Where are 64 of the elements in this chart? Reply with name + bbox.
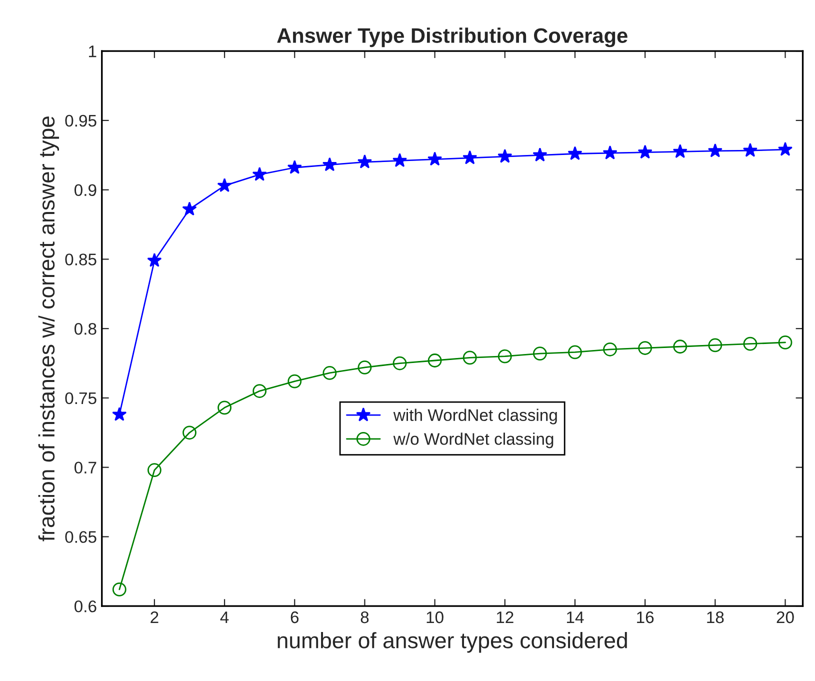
point	[532, 148, 548, 162]
point	[358, 360, 372, 374]
x-tick-label: 8	[360, 611, 369, 624]
y-tick-label: 0.8	[74, 322, 96, 335]
point	[778, 336, 792, 350]
y-tick-label: 0.9	[74, 184, 96, 196]
point	[603, 342, 617, 356]
y-tick-label: 0.6	[74, 600, 96, 612]
point	[357, 154, 372, 168]
point	[602, 145, 618, 160]
legend-label: with WordNet classing	[393, 408, 557, 424]
point	[673, 340, 688, 354]
point	[217, 178, 232, 192]
point	[568, 345, 582, 360]
x-tick-label: 16	[637, 611, 654, 624]
point	[392, 356, 407, 370]
point	[147, 252, 162, 267]
point	[252, 384, 267, 398]
y-tick-label: 0.95	[65, 114, 96, 127]
x-tick-label: 4	[220, 612, 229, 624]
point	[252, 166, 267, 181]
point	[182, 202, 197, 216]
x-axis-title: number of answer types considered	[278, 632, 627, 653]
point	[462, 150, 478, 164]
y-tick-label: 0.75	[65, 392, 96, 404]
point	[392, 153, 408, 168]
point	[708, 143, 722, 158]
x-tick-label: 18	[707, 611, 724, 624]
point	[568, 146, 582, 160]
point	[638, 144, 652, 159]
point	[288, 374, 302, 388]
point	[322, 157, 337, 172]
point	[638, 341, 652, 355]
point	[322, 366, 337, 380]
point	[428, 354, 442, 368]
point	[708, 338, 722, 352]
point	[498, 349, 512, 364]
point	[287, 160, 302, 174]
point	[742, 142, 758, 157]
point	[498, 148, 512, 163]
point	[462, 350, 477, 365]
chart-title: Answer Type Distribution Coverage	[277, 28, 628, 48]
point	[112, 582, 126, 596]
point	[743, 336, 758, 351]
point	[112, 406, 127, 421]
x-tick-label: 20	[776, 611, 794, 624]
y-tick-label: 0.85	[65, 254, 96, 266]
x-tick-label: 10	[426, 611, 444, 624]
point	[778, 142, 793, 156]
y-axis-title: fraction of instances w/ correct answer type	[38, 116, 60, 542]
legend-label: w/o WordNet classing	[393, 432, 554, 448]
point	[148, 463, 162, 478]
x-tick-label: 2	[150, 611, 158, 624]
x-tick-label: 6	[290, 611, 299, 624]
point	[182, 426, 196, 440]
y-tick-label: 0.65	[65, 531, 96, 543]
y-tick-label: 0.7	[74, 462, 96, 474]
y-tick-label: 1	[89, 46, 96, 58]
point	[428, 152, 442, 166]
point	[532, 346, 547, 361]
x-tick-label: 12	[496, 611, 514, 624]
x-tick-label: 14	[566, 612, 584, 624]
point	[672, 144, 688, 158]
point	[218, 400, 232, 415]
